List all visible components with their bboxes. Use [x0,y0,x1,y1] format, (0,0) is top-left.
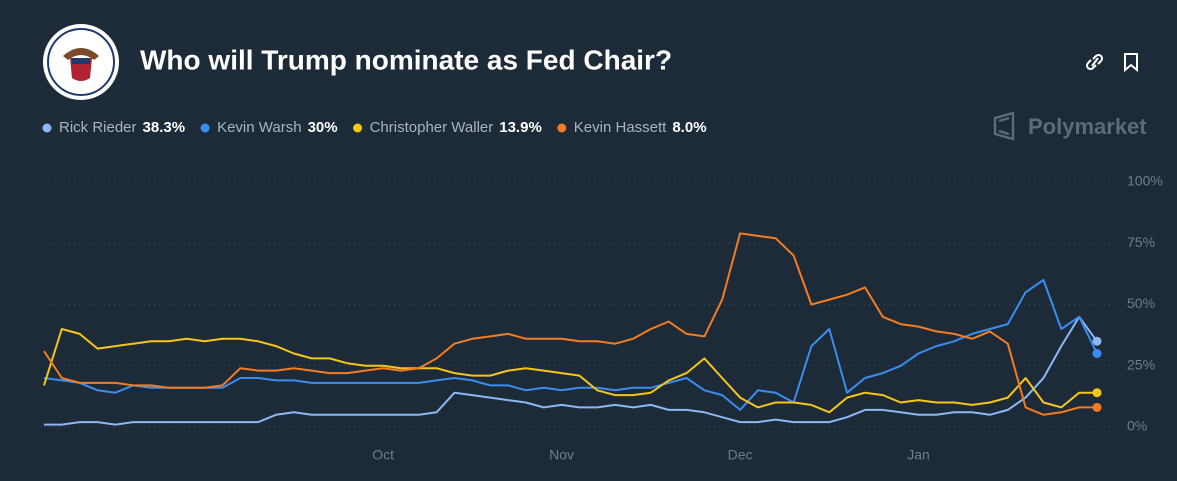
legend-label: Rick Rieder [59,119,137,136]
series-line [44,315,1098,426]
legend-dot [200,123,210,133]
legend-dot [557,123,567,133]
legend-dot [353,123,363,133]
x-tick-label: Oct [372,447,394,463]
bookmark-button[interactable] [1124,53,1138,73]
y-tick-label: 25% [1127,356,1155,372]
legend-dot [42,123,52,133]
y-tick-label: 50% [1127,295,1155,311]
x-tick-label: Jan [907,447,930,463]
brand-name: Polymarket [1028,114,1147,139]
y-tick-label: 0% [1127,418,1147,434]
end-dot [1092,388,1102,398]
chart-title: Who will Trump nominate as Fed Chair? [140,44,672,75]
legend-label: Christopher Waller [370,119,494,136]
logo [43,24,119,100]
brand: Polymarket [993,111,1147,141]
end-dot [1092,402,1102,412]
legend: Rick Rieder 38.3% Kevin Warsh 30% Christophe… [42,119,707,136]
legend-value: 8.0% [672,119,706,136]
legend-value: 30% [308,119,338,136]
legend-value: 38.3% [143,119,186,136]
legend-label: Kevin Warsh [217,119,301,136]
series-line [43,279,1098,411]
x-tick-label: Nov [549,447,574,463]
legend-value: 13.9% [499,119,542,136]
link-button[interactable] [1085,53,1104,71]
y-tick-label: 75% [1127,234,1155,250]
end-dot [1092,349,1102,358]
legend-label: Kevin Hassett [574,119,667,136]
end-dot [1092,336,1102,346]
series-line [43,328,1097,414]
series-line [43,232,1097,416]
x-tick-label: Dec [728,447,753,463]
y-tick-label: 100% [1127,173,1163,189]
